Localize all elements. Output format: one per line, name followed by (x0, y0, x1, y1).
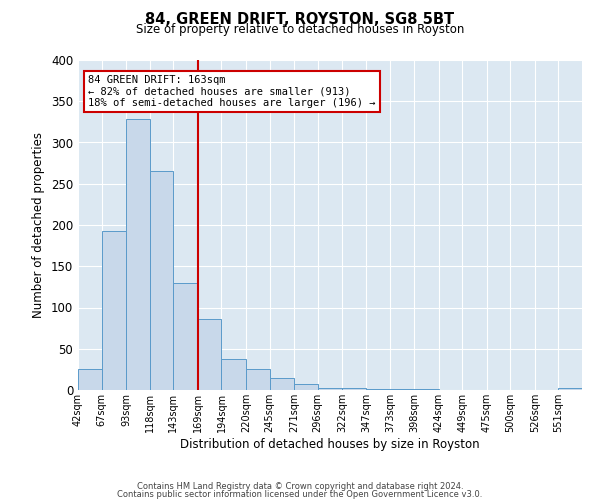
Bar (221, 358, 246, 390)
Bar (198, 319, 221, 390)
Bar (414, 389, 439, 390)
Text: 84 GREEN DRIFT: 163sqm
← 82% of detached houses are smaller (913)
18% of semi-de: 84 GREEN DRIFT: 163sqm ← 82% of detached… (88, 75, 376, 108)
Bar (366, 389, 391, 390)
Bar (126, 120, 150, 390)
Text: Contains HM Land Registry data © Crown copyright and database right 2024.: Contains HM Land Registry data © Crown c… (137, 482, 463, 491)
Bar (150, 172, 173, 390)
Bar (559, 388, 582, 390)
X-axis label: Distribution of detached houses by size in Royston: Distribution of detached houses by size … (180, 438, 480, 450)
Bar (246, 370, 269, 390)
Bar (294, 384, 318, 390)
Bar (269, 378, 294, 390)
Bar (78, 370, 101, 390)
Bar (391, 389, 414, 390)
Bar (342, 388, 366, 390)
Text: 84, GREEN DRIFT, ROYSTON, SG8 5BT: 84, GREEN DRIFT, ROYSTON, SG8 5BT (145, 12, 455, 28)
Y-axis label: Number of detached properties: Number of detached properties (32, 132, 46, 318)
Bar (101, 231, 126, 390)
Text: Size of property relative to detached houses in Royston: Size of property relative to detached ho… (136, 22, 464, 36)
Text: Contains public sector information licensed under the Open Government Licence v3: Contains public sector information licen… (118, 490, 482, 499)
Bar (318, 388, 342, 390)
Bar (173, 283, 198, 390)
